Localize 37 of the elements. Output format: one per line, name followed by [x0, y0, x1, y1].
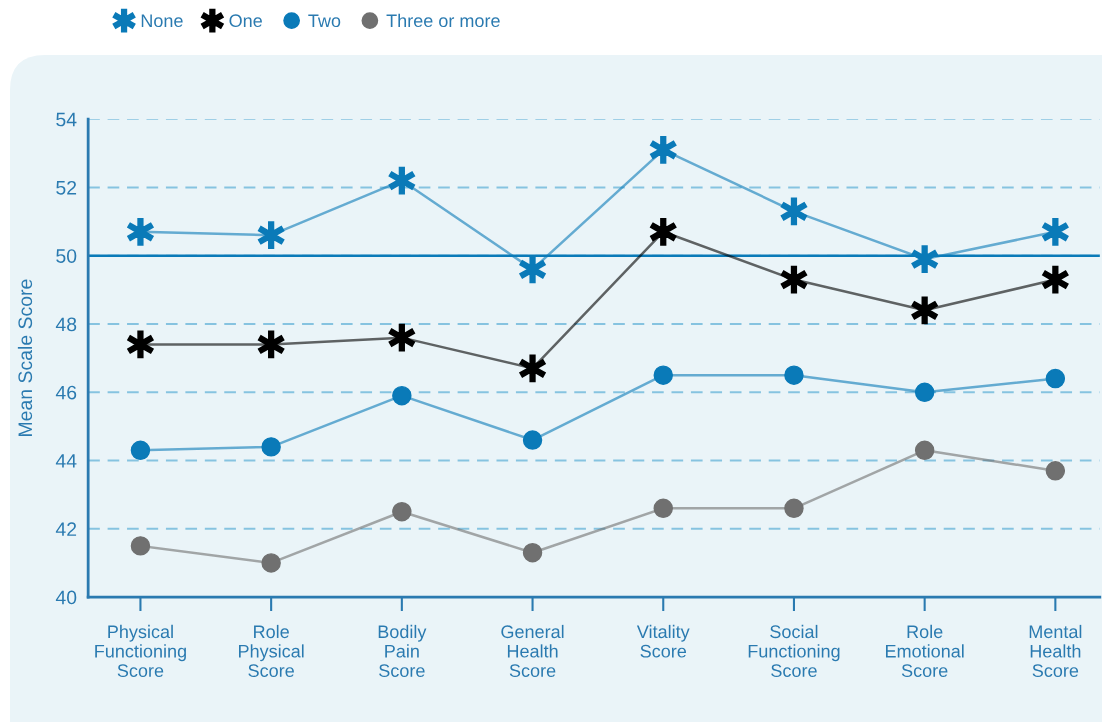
y-tick-label: 40	[55, 590, 77, 605]
y-axis-title: Mean Scale Score	[17, 279, 33, 436]
point	[522, 430, 543, 450]
point	[261, 553, 281, 573]
legend-label: One	[229, 14, 262, 28]
point	[522, 542, 543, 563]
x-tick-label: Role Physical Score	[239, 624, 304, 678]
point	[784, 498, 804, 519]
point	[1045, 461, 1066, 481]
point	[130, 536, 151, 556]
point	[392, 385, 412, 406]
x-tick-label: Bodily Pain Score	[378, 624, 427, 678]
legend-label: Three or more	[386, 13, 500, 28]
y-tick-label: 50	[56, 249, 77, 263]
x-tick-label: Social Functioning Score	[748, 624, 840, 678]
point	[914, 440, 935, 461]
x-tick-label: Role Emotional Score	[885, 624, 964, 678]
point	[1045, 368, 1066, 389]
point	[784, 365, 804, 385]
y-tick-label: 52	[56, 180, 77, 195]
x-tick-label: Physical Functioning Score	[95, 624, 186, 678]
y-tick-label: 42	[55, 522, 77, 536]
y-tick-label: 48	[55, 317, 77, 332]
point	[392, 502, 412, 522]
point	[914, 382, 935, 402]
point	[653, 365, 673, 385]
point	[261, 437, 281, 457]
point	[653, 498, 673, 519]
legend-label: None	[141, 14, 183, 28]
point	[130, 440, 151, 461]
x-tick-label: Mental Health Score	[1029, 624, 1082, 678]
legend-label: Two	[308, 14, 341, 28]
y-tick-label: 44	[55, 454, 77, 468]
y-tick-label: 54	[56, 112, 77, 127]
y-tick-label: 46	[55, 385, 77, 400]
x-tick-label: Vitality Score	[636, 624, 690, 658]
x-tick-label: General Health Score	[501, 624, 564, 678]
